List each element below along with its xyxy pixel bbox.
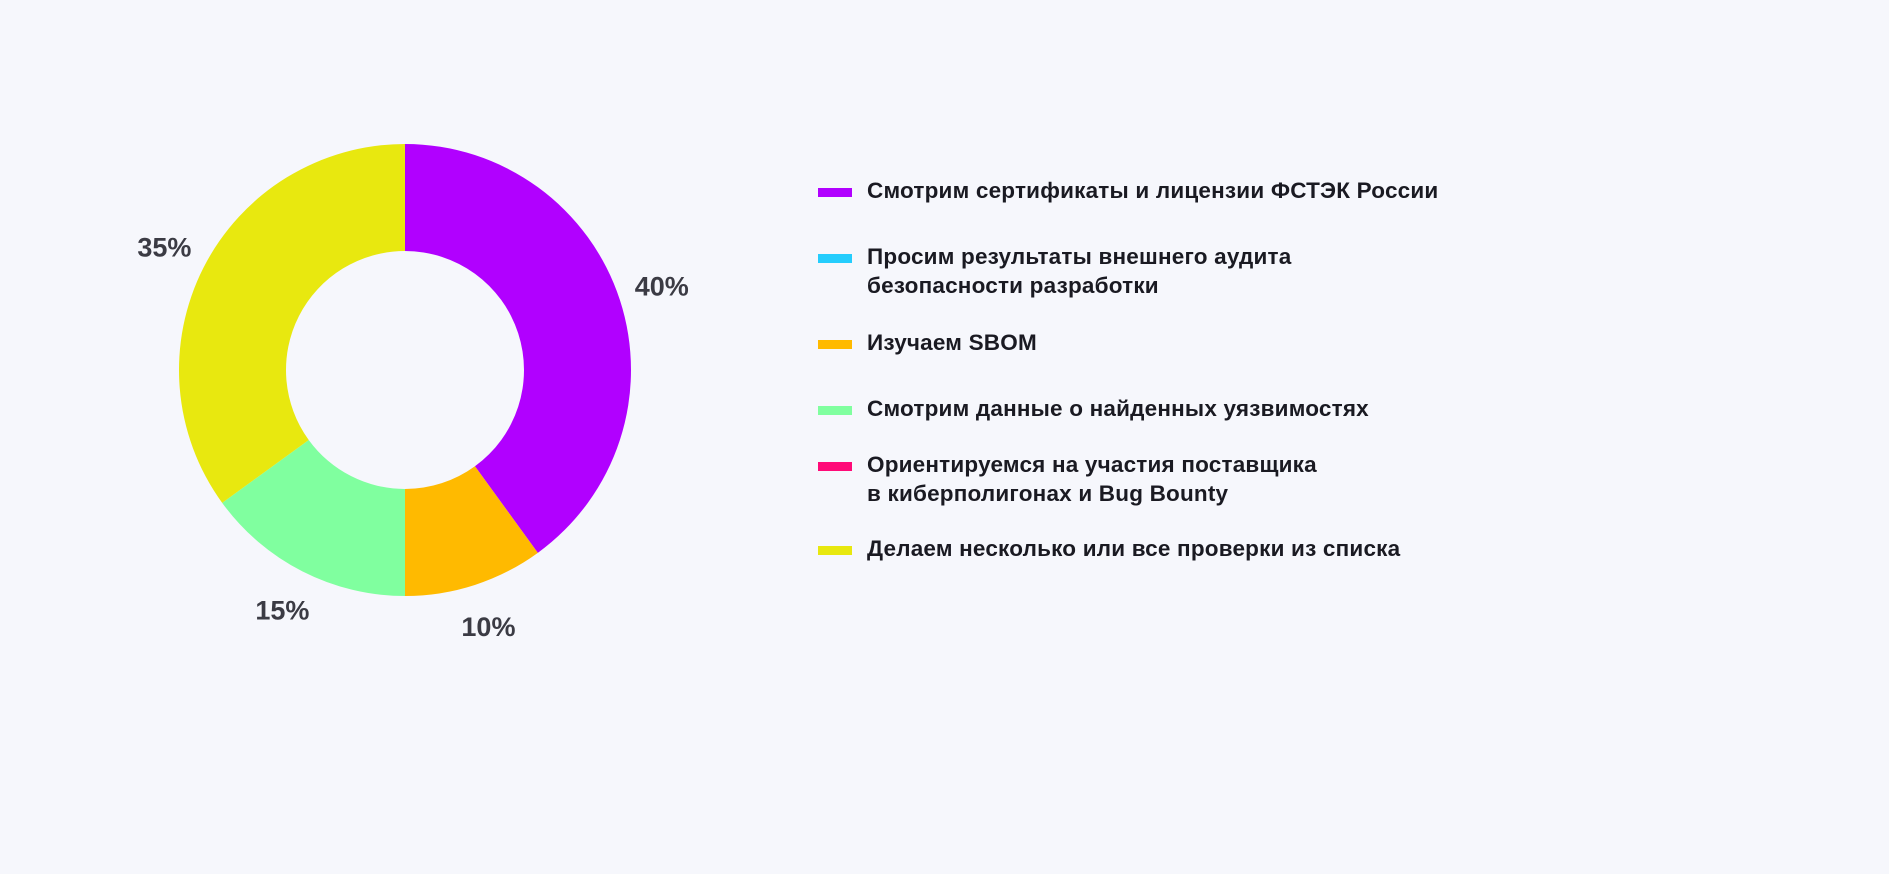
legend-label-line: Смотрим сертификаты и лицензии ФСТЭК Рос… [867,178,1439,203]
legend-item: Просим результаты внешнего аудита безопас… [818,242,1291,300]
legend-swatch [818,188,852,197]
data-label: 35% [137,232,191,262]
legend-swatch [818,254,852,263]
donut-slice [222,439,405,596]
legend-label: Делаем несколько или все проверки из спи… [867,534,1400,563]
legend-label: Смотрим данные о найденных уязвимостях [867,394,1369,423]
data-label: 10% [461,612,515,642]
legend-label-line: Делаем несколько или все проверки из спи… [867,536,1401,561]
legend-item: Ориентируемся на участия поставщика в киб… [818,450,1317,508]
legend-label-line: Просим результаты внешнего аудита [867,244,1292,269]
legend-label-line: Ориентируемся на участия поставщика [867,452,1317,477]
legend-item: Делаем несколько или все проверки из спи… [818,534,1400,563]
legend-label-line: Смотрим данные о найденных уязвимостях [867,396,1369,421]
data-label: 40% [635,272,689,302]
donut-slice [405,466,538,596]
legend-label: Просим результаты внешнего аудита безопас… [867,242,1291,300]
legend-item: Смотрим данные о найденных уязвимостях [818,394,1369,423]
legend-label-line: в киберполигонах и Bug Bounty [867,481,1229,506]
legend-item: Смотрим сертификаты и лицензии ФСТЭК Рос… [818,176,1438,205]
legend-swatch [818,340,852,349]
legend-label-line: безопасности разработки [867,273,1159,298]
legend-label-line: Изучаем SBOM [867,330,1037,355]
legend-swatch [818,462,852,471]
donut-chart: 40% 10% 15% 35% [137,144,689,642]
legend-swatch [818,406,852,415]
donut-slice [405,144,631,553]
legend-label: Смотрим сертификаты и лицензии ФСТЭК Рос… [867,176,1438,205]
donut-slice [179,144,405,503]
legend-label: Изучаем SBOM [867,328,1037,357]
data-label: 15% [255,596,309,626]
legend-swatch [818,546,852,555]
legend-item: Изучаем SBOM [818,328,1037,357]
legend-label: Ориентируемся на участия поставщика в киб… [867,450,1317,508]
